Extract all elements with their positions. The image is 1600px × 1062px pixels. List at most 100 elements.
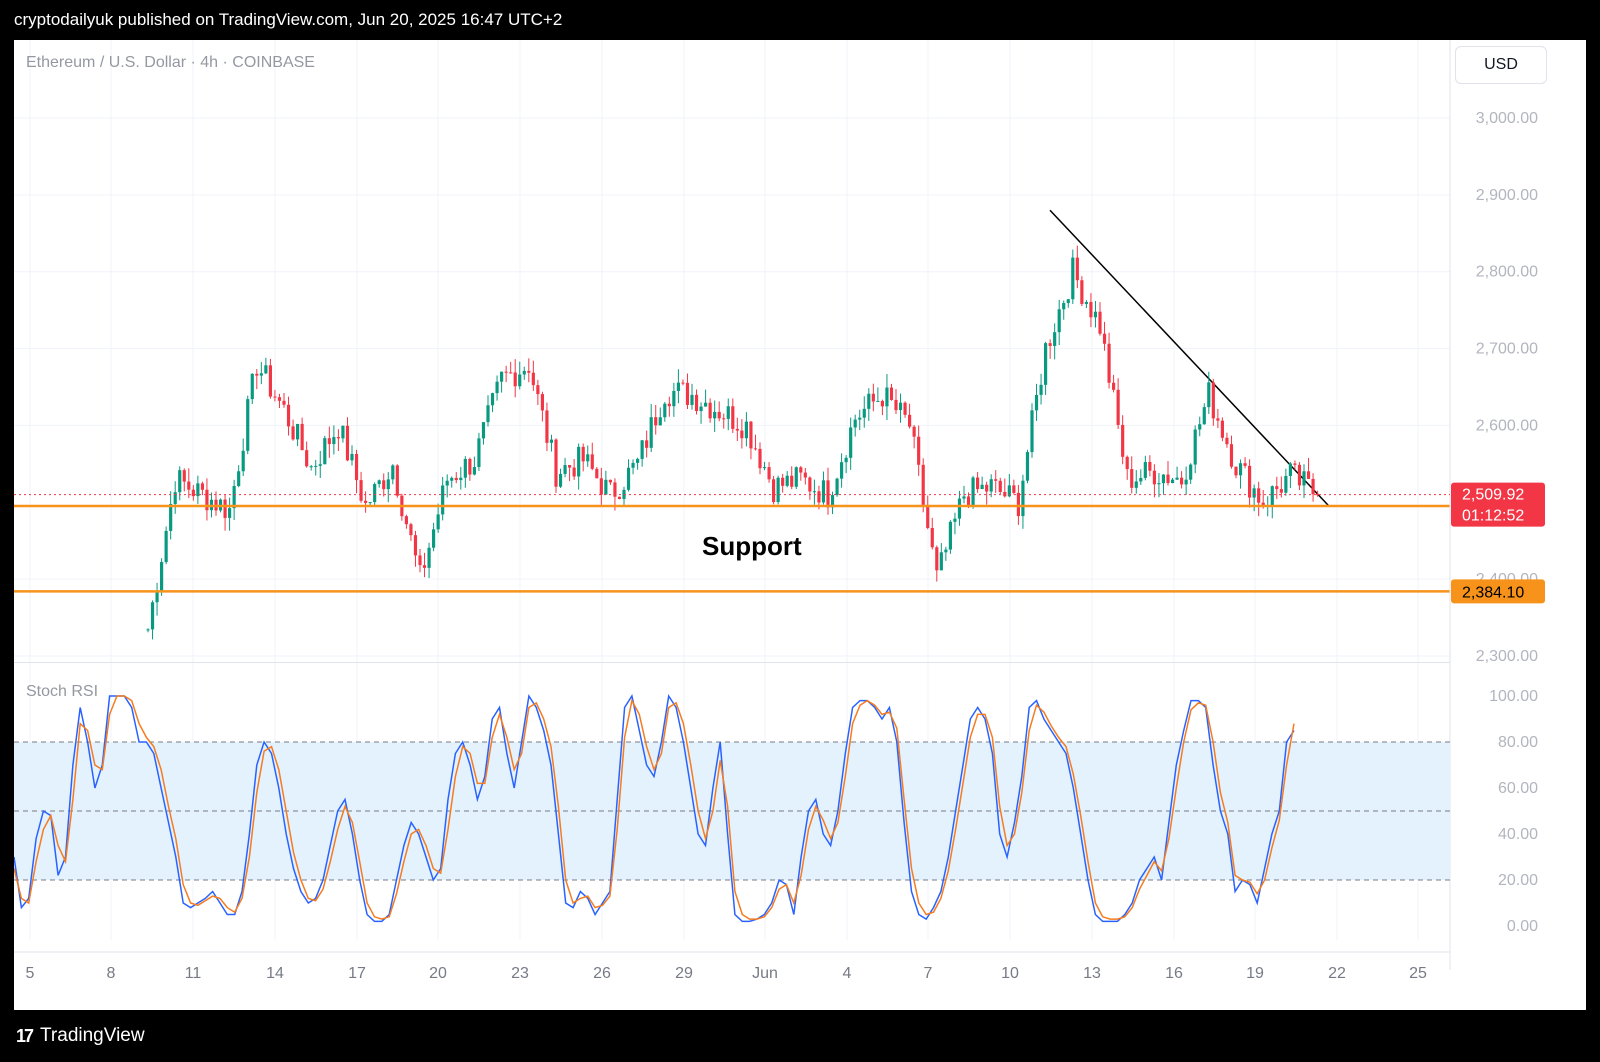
candle-body[interactable] [935, 547, 939, 571]
candle-body[interactable] [454, 477, 458, 481]
candle-body[interactable] [930, 527, 934, 548]
candle-body[interactable] [853, 419, 857, 428]
candle-body[interactable] [490, 393, 495, 406]
candle-body[interactable] [808, 477, 812, 492]
candle-body[interactable] [1025, 452, 1030, 481]
candle-body[interactable] [985, 484, 989, 492]
candle-body[interactable] [876, 400, 880, 402]
candle-body[interactable] [998, 480, 1002, 492]
candle-body[interactable] [178, 470, 182, 493]
candle-body[interactable] [989, 479, 993, 492]
candle-body[interactable] [1157, 483, 1161, 485]
candle-body[interactable] [1071, 257, 1075, 300]
candle-body[interactable] [237, 471, 241, 487]
candle-body[interactable] [1098, 311, 1102, 334]
candle-body[interactable] [554, 439, 558, 487]
candle-body[interactable] [1057, 309, 1061, 333]
candle-body[interactable] [948, 521, 952, 550]
candle-body[interactable] [835, 478, 839, 496]
candle-body[interactable] [146, 629, 150, 631]
candle-body[interactable] [413, 535, 418, 556]
candle-body[interactable] [631, 462, 635, 468]
candle-body[interactable] [917, 436, 921, 465]
candle-body[interactable] [1152, 470, 1156, 485]
candle-body[interactable] [1306, 471, 1311, 479]
candle-body[interactable] [1012, 485, 1016, 493]
candle-body[interactable] [939, 552, 943, 571]
candle-body[interactable] [699, 406, 703, 412]
candle-body[interactable] [445, 480, 449, 486]
trendline[interactable] [1049, 209, 1330, 507]
candle-body[interactable] [1007, 485, 1011, 497]
candle-body[interactable] [1257, 488, 1261, 503]
candle-body[interactable] [753, 448, 758, 450]
candle-body[interactable] [364, 500, 368, 503]
candle-body[interactable] [626, 467, 631, 490]
candle-body[interactable] [1048, 343, 1052, 346]
candle-body[interactable] [713, 411, 717, 419]
candle-body[interactable] [1062, 303, 1066, 310]
candle-body[interactable] [1211, 382, 1215, 419]
candle-body[interactable] [223, 499, 227, 518]
candle-body[interactable] [1284, 475, 1288, 493]
candle-body[interactable] [1180, 477, 1184, 485]
candle-body[interactable] [382, 480, 386, 490]
candle-body[interactable] [926, 504, 930, 528]
candle-body[interactable] [264, 365, 268, 374]
candle-body[interactable] [1084, 302, 1088, 304]
candle-body[interactable] [740, 430, 744, 439]
candle-body[interactable] [232, 486, 236, 509]
candle-body[interactable] [377, 480, 381, 485]
candle-body[interactable] [685, 382, 690, 405]
candle-body[interactable] [1225, 437, 1229, 445]
candle-body[interactable] [432, 529, 436, 548]
candle-body[interactable] [504, 371, 508, 373]
candle-body[interactable] [500, 371, 504, 382]
candle-body[interactable] [196, 483, 200, 497]
candle-body[interactable] [1275, 486, 1279, 490]
candle-body[interactable] [794, 467, 798, 487]
candle-body[interactable] [486, 405, 490, 423]
candle-body[interactable] [921, 464, 925, 505]
candle-body[interactable] [826, 480, 830, 508]
candle-body[interactable] [422, 565, 427, 568]
candle-body[interactable] [341, 425, 345, 439]
candle-body[interactable] [1297, 464, 1302, 486]
candle-body[interactable] [821, 480, 826, 503]
candle-body[interactable] [1207, 382, 1211, 408]
candle-body[interactable] [595, 468, 599, 479]
chart-canvas[interactable]: Ethereum / U.S. Dollar · 4h · COINBASE S… [13, 40, 1586, 1010]
candle-body[interactable] [898, 402, 903, 411]
candle-body[interactable] [404, 516, 408, 525]
currency-button[interactable]: USD [1455, 46, 1547, 84]
candle-body[interactable] [1116, 389, 1120, 425]
candle-body[interactable] [1143, 461, 1147, 478]
candle-body[interactable] [1016, 492, 1020, 517]
candle-body[interactable] [1202, 407, 1206, 425]
candle-body[interactable] [1175, 477, 1179, 480]
candle-body[interactable] [885, 387, 889, 407]
candle-body[interactable] [617, 496, 622, 499]
candles[interactable] [146, 245, 1320, 640]
candle-body[interactable] [300, 423, 304, 451]
candle-body[interactable] [1093, 311, 1098, 318]
candle-body[interactable] [681, 382, 685, 384]
candle-body[interactable] [1311, 478, 1315, 495]
candle-body[interactable] [150, 602, 155, 630]
candle-body[interactable] [658, 417, 662, 426]
candle-body[interactable] [273, 396, 277, 398]
candle-body[interactable] [509, 372, 513, 374]
candle-body[interactable] [536, 385, 540, 395]
candle-body[interactable] [459, 477, 463, 481]
candle-body[interactable] [676, 382, 680, 391]
candle-body[interactable] [1170, 479, 1175, 484]
candle-body[interactable] [744, 421, 748, 439]
candle-body[interactable] [481, 422, 486, 439]
candle-body[interactable] [359, 480, 363, 501]
candle-body[interactable] [690, 394, 694, 405]
candle-body[interactable] [1053, 332, 1057, 346]
time-axis[interactable]: 5 8 11 14 17 20 23 26 29 Jun 4 7 10 13 16 19 22 25 [14, 951, 1450, 982]
candle-body[interactable] [776, 477, 780, 503]
candle-body[interactable] [1066, 299, 1070, 304]
candle-body[interactable] [1112, 382, 1116, 390]
